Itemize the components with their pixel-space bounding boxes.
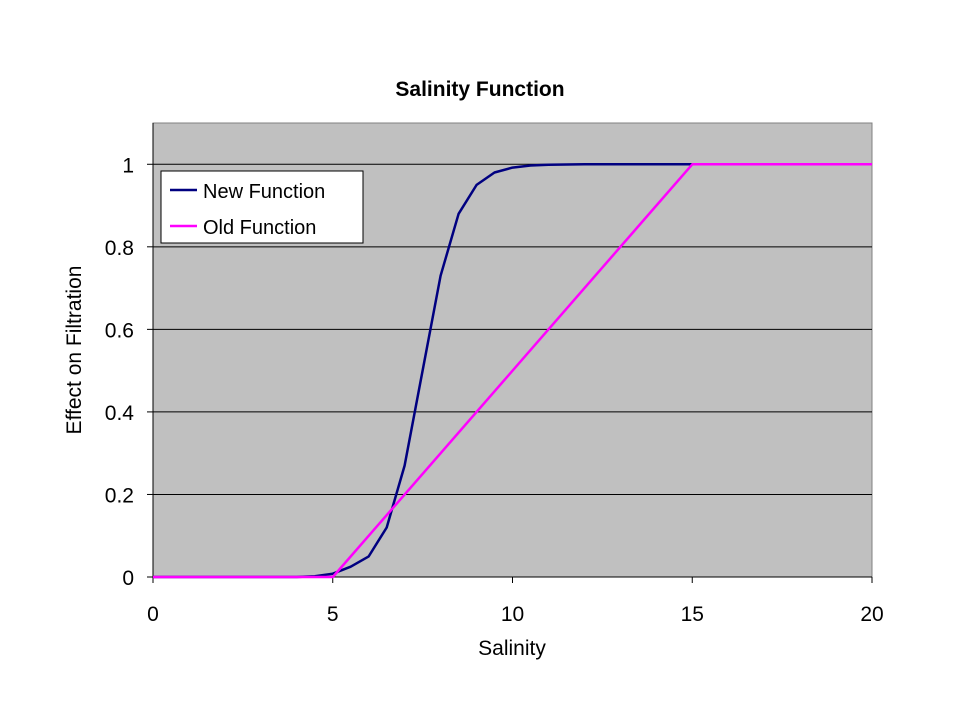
legend-label-old-function: Old Function [203, 217, 316, 239]
x-axis-label: Salinity [478, 637, 546, 660]
x-tick-labels: 0 5 10 15 20 [147, 603, 884, 626]
y-tick-label-1: 0.2 [105, 484, 134, 507]
x-tick-label-2: 10 [501, 603, 524, 626]
legend-label-new-function: New Function [203, 181, 325, 203]
y-tick-labels: 0 0.2 0.4 0.6 0.8 1 [105, 154, 135, 590]
y-tick-label-3: 0.6 [105, 319, 134, 342]
legend: New Function Old Function [160, 170, 364, 244]
x-tick-label-3: 15 [681, 603, 704, 626]
legend-box [160, 170, 364, 244]
y-tick-label-2: 0.4 [105, 402, 135, 425]
x-tick-label-0: 0 [147, 603, 159, 626]
x-tick-label-4: 20 [860, 603, 883, 626]
series-line-old-function [153, 163, 872, 579]
series-lines [153, 163, 872, 579]
chart-title: Salinity Function [395, 78, 564, 101]
y-axis-label: Effect on Filtration [63, 266, 86, 435]
x-tick-label-1: 5 [327, 603, 339, 626]
y-tick-label-4: 0.8 [105, 237, 134, 260]
y-tick-label-0: 0 [122, 567, 134, 590]
y-tick-label-5: 1 [122, 154, 134, 177]
